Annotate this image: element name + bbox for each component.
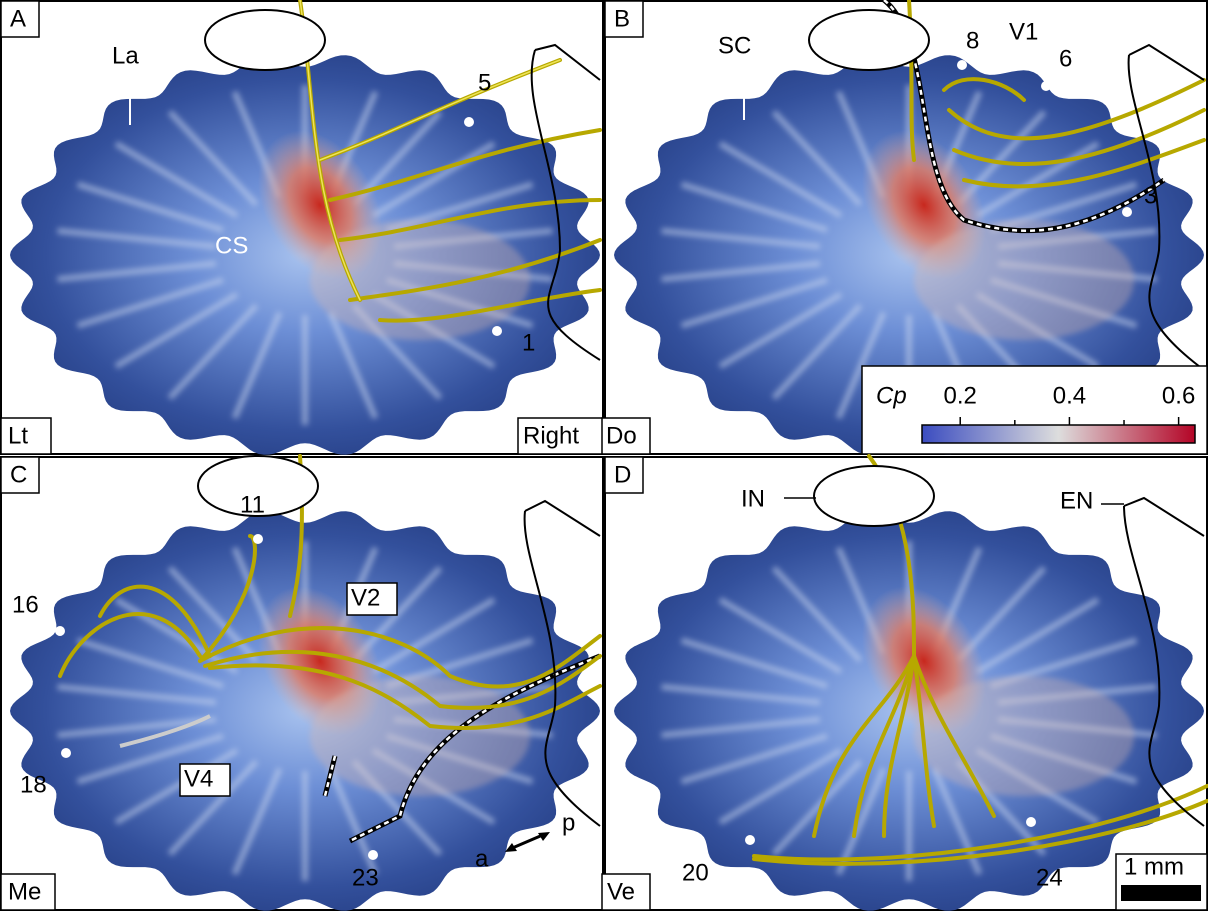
label: 6 (1059, 45, 1072, 72)
colorbar-tick-label: 0.6 (1162, 382, 1195, 409)
label: V2 (351, 584, 380, 611)
label: EN (1060, 487, 1093, 514)
panel-letter: C (10, 461, 27, 488)
label: V1 (1009, 18, 1038, 45)
label: La (112, 42, 139, 69)
panel-a: La CS 5 1 A Lt Right (1, 0, 603, 455)
axis-label: p (562, 809, 575, 836)
label: IN (741, 485, 765, 512)
panel-d: IN EN 20 24 D Ve 1 mm (602, 456, 1207, 911)
label: 18 (20, 771, 47, 798)
figure: La CS 5 1 A Lt Right SC 8 V1 6 3 B Do Cp… (0, 0, 1208, 911)
panel-letter: D (614, 461, 631, 488)
label: 23 (352, 864, 379, 891)
view-label: Ve (607, 878, 635, 905)
panel-letter: A (10, 5, 26, 32)
view-label: Lt (8, 422, 28, 449)
panel-c: 11 16 V2 V4 18 23 a p C Me (1, 456, 603, 911)
panel-b: SC 8 V1 6 3 B Do Cp 0.2 0.4 0.6 (602, 0, 1207, 455)
label: 20 (682, 859, 709, 886)
label: 8 (966, 27, 979, 54)
scale-bar (1121, 885, 1201, 901)
label: 1 (522, 329, 535, 356)
colorbar-tick-label: 0.4 (1053, 382, 1086, 409)
label: 11 (240, 491, 265, 518)
label: V4 (184, 765, 213, 792)
label: 5 (478, 69, 491, 96)
side-label: Right (523, 422, 579, 449)
axis-label: a (475, 845, 489, 872)
scale-bar-label: 1 mm (1124, 853, 1184, 880)
colorbar-label: Cp (876, 382, 907, 409)
label: 16 (12, 591, 39, 618)
view-label: Me (8, 878, 41, 905)
panel-letter: B (614, 5, 630, 32)
view-label: Do (606, 422, 637, 449)
label: 24 (1036, 864, 1063, 891)
colorbar-tick-label: 0.2 (944, 382, 977, 409)
colorbar-bar (922, 425, 1195, 443)
label: 3 (1144, 182, 1157, 209)
label: CS (215, 232, 248, 259)
label: SC (718, 32, 751, 59)
